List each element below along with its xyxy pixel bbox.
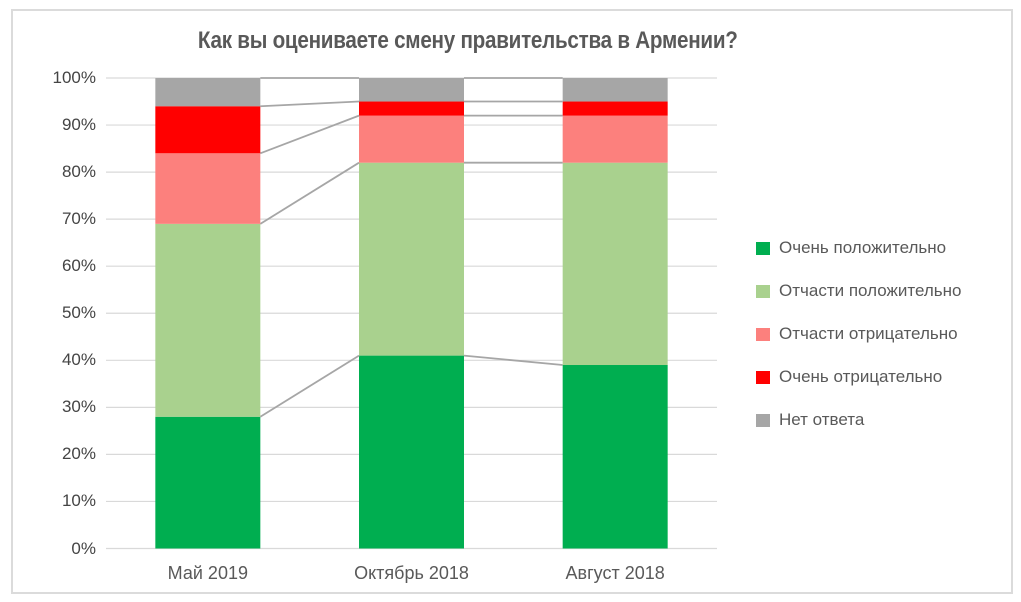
bar-segment: [155, 153, 261, 224]
legend-item: Нет ответа: [756, 410, 961, 430]
bar-segment: [359, 355, 464, 549]
series-connector-line: [260, 100, 360, 108]
legend-label: Очень положительно: [779, 238, 947, 257]
legend-label: Очень отрицательно: [779, 367, 943, 386]
x-axis-category-label: Август 2018: [565, 563, 665, 583]
bar-segment: [359, 78, 464, 102]
bar-segment: [155, 416, 261, 549]
legend-item: Очень отрицательно: [756, 367, 961, 387]
y-axis-tick-label: 0%: [71, 538, 96, 558]
bar-segment: [359, 115, 464, 163]
bar-segment: [155, 223, 261, 417]
y-axis-tick-label: 80%: [61, 162, 96, 182]
legend-color-swatch: [756, 327, 770, 341]
y-axis-tick-label: 90%: [61, 115, 96, 135]
legend-item: Очень положительно: [756, 238, 961, 258]
series-connector-line: [260, 114, 360, 155]
legend-item: Отчасти отрицательно: [756, 324, 961, 344]
chart-frame: Как вы оцениваете смену правительства в …: [11, 9, 1013, 594]
y-axis-tick-label: 10%: [61, 491, 96, 511]
x-axis-category-label: Октябрь 2018: [354, 563, 469, 583]
y-axis-tick-label: 100%: [52, 68, 96, 87]
x-axis-category-label: Май 2019: [167, 563, 248, 583]
y-axis-tick-label: 70%: [61, 209, 96, 229]
bar-segment: [155, 106, 261, 154]
legend-color-swatch: [756, 284, 770, 298]
bar-segment: [562, 162, 668, 366]
legend-color-swatch: [756, 413, 770, 427]
bar-segment: [562, 78, 668, 102]
series-connector-line: [259, 354, 360, 418]
legend-label: Отчасти отрицательно: [779, 324, 958, 343]
chart-legend: Очень положительно Отчасти положительно От…: [756, 238, 961, 453]
y-axis-tick-label: 40%: [61, 350, 96, 370]
bar-segment: [359, 162, 464, 356]
y-axis-tick-label: 50%: [61, 303, 96, 323]
legend-label: Нет ответа: [779, 410, 865, 429]
legend-label: Отчасти положительно: [779, 281, 962, 300]
legend-item: Отчасти положительно: [756, 281, 961, 301]
y-axis-tick-label: 30%: [61, 397, 96, 417]
bar-segment: [562, 115, 668, 163]
bar-segment: [562, 365, 668, 549]
legend-color-swatch: [756, 241, 770, 255]
bar-segment: [155, 78, 261, 107]
y-axis-tick-label: 20%: [61, 444, 96, 464]
series-connector-line: [259, 161, 360, 225]
bar-segment: [562, 101, 668, 116]
series-connector-line: [463, 354, 563, 366]
legend-color-swatch: [756, 370, 770, 384]
stacked-bar-chart-canvas: [106, 77, 717, 550]
y-axis-tick-label: 60%: [61, 256, 96, 276]
bar-segment: [359, 101, 464, 116]
